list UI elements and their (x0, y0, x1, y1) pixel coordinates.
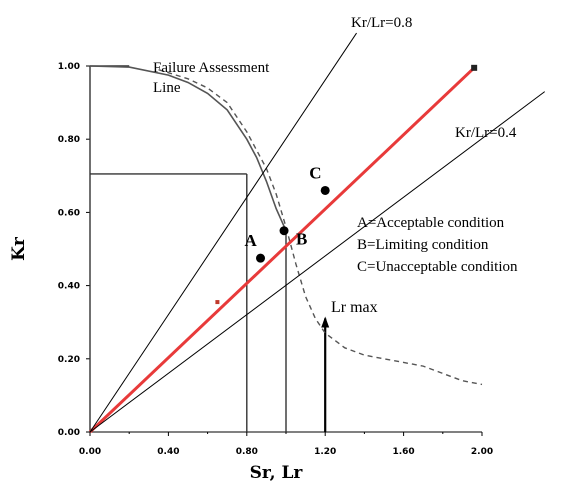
point-label-b: B (296, 230, 307, 249)
y-tick-label: 0.40 (58, 282, 80, 292)
point-b (279, 226, 289, 236)
lr-max-arrow-head (321, 316, 330, 328)
point-c (320, 185, 330, 195)
path-marker (215, 300, 220, 305)
y-tick-label: 0.60 (58, 208, 80, 218)
x-axis-title: Sr, Lr (250, 463, 304, 483)
slope-0.8-label: Kr/Lr=0.8 (351, 15, 412, 31)
slope-0.4-line (89, 91, 546, 433)
legend-b: B=Limiting condition (357, 237, 489, 253)
loading-path-line (88, 66, 476, 434)
slope-0.4-label: Kr/Lr=0.4 (455, 125, 517, 141)
slope-0.8-line (89, 32, 357, 433)
x-tick-label: 2.00 (471, 447, 493, 457)
x-tick-label: 1.20 (314, 447, 336, 457)
fal-label-line1: Failure Assessment (153, 60, 270, 76)
plot-labels: Sr, Lr Kr A B C Failure Assessment Line Kr/Lr=0… (9, 15, 518, 483)
fal-label-line2: Line (153, 80, 181, 96)
failure-assessment-line (89, 65, 287, 232)
legend-c: C=Unacceptable condition (357, 259, 518, 275)
y-axis-title: Kr (9, 236, 29, 261)
point-a (256, 253, 266, 263)
legend-a: A=Acceptable condition (357, 215, 505, 231)
path-end-marker (471, 64, 478, 71)
point-label-a: A (245, 231, 258, 250)
y-tick-label: 1.00 (58, 62, 80, 72)
plot-axes: 0.00 0.40 0.80 1.20 1.60 2.00 0.00 0.20 0.40 0.60… (58, 62, 493, 457)
lr-max-label: Lr max (331, 299, 378, 316)
point-label-c: C (309, 163, 321, 182)
y-tick-label: 0.00 (58, 428, 80, 438)
x-tick-label: 1.60 (392, 447, 414, 457)
y-tick-label: 0.20 (58, 355, 80, 365)
x-tick-label: 0.80 (236, 447, 258, 457)
dashed-assessment-curve (158, 68, 483, 386)
plot-marks (88, 32, 546, 434)
x-tick-label: 0.00 (79, 447, 101, 457)
x-tick-label: 0.40 (157, 447, 179, 457)
y-tick-label: 0.80 (58, 135, 80, 145)
